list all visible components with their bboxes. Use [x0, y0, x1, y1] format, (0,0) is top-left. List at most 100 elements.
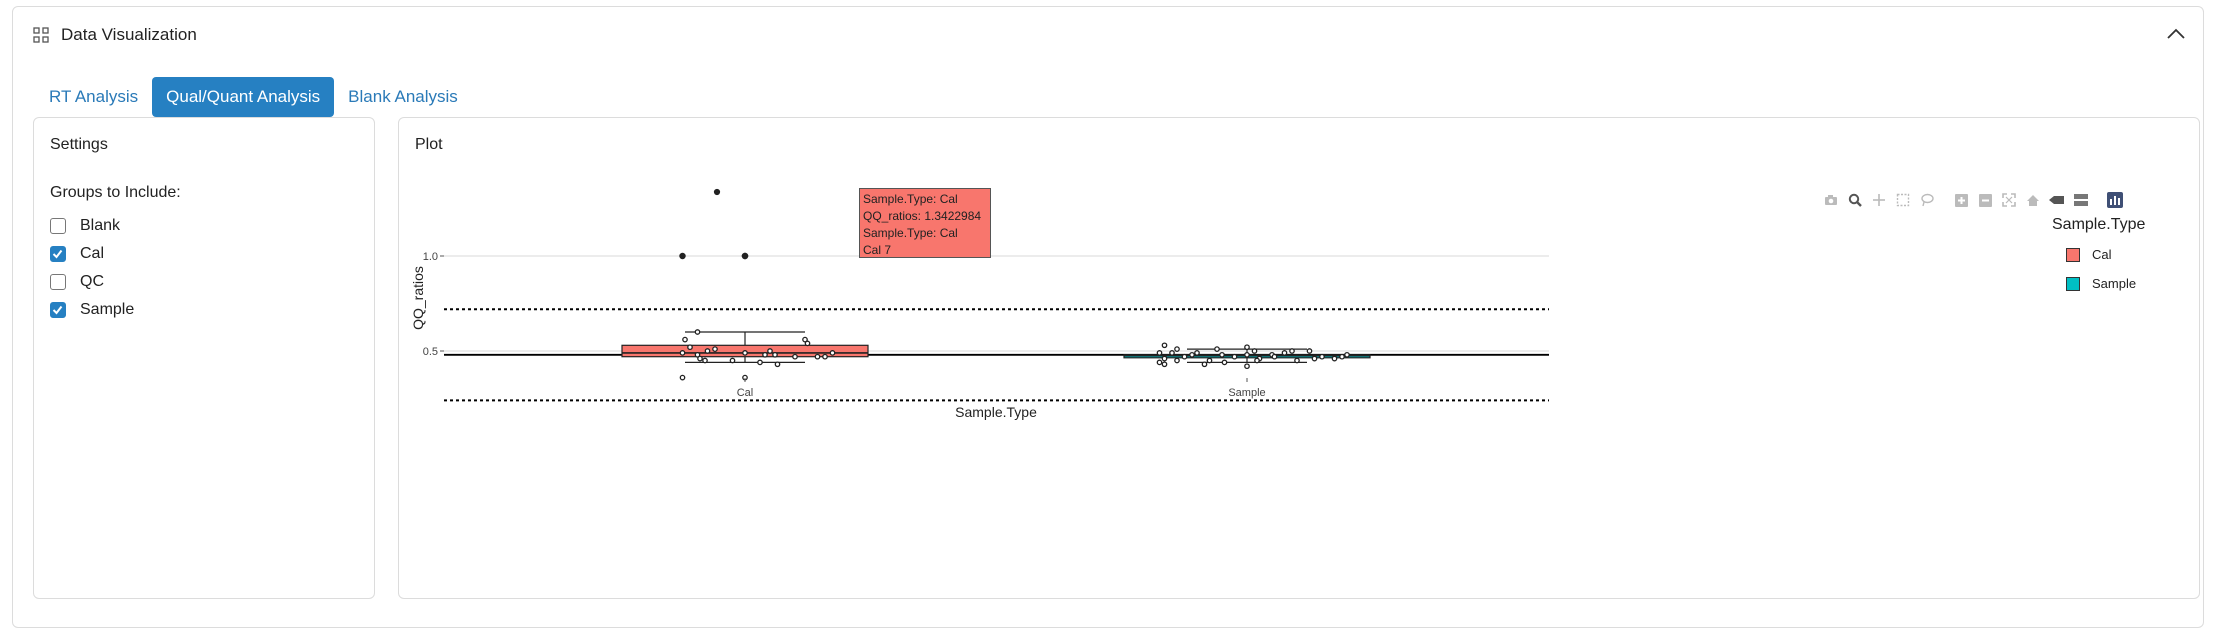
group-item-blank[interactable]: Blank: [50, 212, 134, 240]
data-point: [772, 351, 778, 358]
x-tick-label: Cal: [737, 387, 754, 399]
data-point: [792, 353, 798, 360]
settings-title: Settings: [50, 136, 108, 153]
data-point: [682, 336, 688, 343]
data-point: [1189, 351, 1195, 358]
legend-swatch: [2066, 247, 2080, 262]
data-point: [1206, 357, 1213, 364]
data-point: [1311, 355, 1318, 362]
data-point: [829, 350, 836, 356]
plot-panel: Plot 0.5 1.0 Cal Sample Sample.Type QQ_ratios…: [398, 117, 2200, 599]
card-title: Data Visualization: [61, 25, 197, 44]
data-point: [1344, 351, 1350, 358]
group-label: Blank: [80, 217, 121, 234]
hover-tooltip: Sample.Type: Cal QQ_ratios: 1.3422984 Sa…: [859, 188, 991, 258]
plot-modebar: [1821, 190, 2125, 210]
data-point: [1161, 361, 1168, 368]
data-point: [1244, 344, 1250, 351]
check-icon: [52, 305, 63, 315]
data-point: [1254, 357, 1260, 364]
autoscale-icon[interactable]: [1999, 190, 2019, 210]
plot-legend: Sample.Type Cal Sample: [2052, 216, 2145, 298]
data-point: [1161, 342, 1168, 349]
data-point: [822, 353, 828, 360]
checkbox[interactable]: [50, 218, 66, 234]
modebar-spacer: [1941, 190, 1947, 210]
data-point: [814, 353, 821, 360]
data-point: [774, 361, 781, 368]
data-visualization-card: Data Visualization RT Analysis Qual/Quan…: [12, 6, 2204, 628]
tooltip-line: Cal 7: [863, 243, 892, 257]
checkbox[interactable]: [50, 274, 66, 290]
tab-rt-analysis[interactable]: RT Analysis: [49, 87, 139, 106]
data-point: [679, 374, 686, 381]
camera-icon[interactable]: [1821, 190, 1841, 210]
tooltip-line: Sample.Type: Cal: [863, 192, 958, 206]
legend-item-sample[interactable]: Sample: [2052, 269, 2145, 298]
legend-item-cal[interactable]: Cal: [2052, 240, 2145, 269]
data-point: [804, 340, 811, 347]
chevron-up-icon[interactable]: [2165, 25, 2187, 43]
data-point: [767, 348, 773, 354]
zoom-icon[interactable]: [1845, 190, 1865, 210]
data-point: [712, 346, 718, 352]
data-point: [762, 351, 768, 358]
groups-label: Groups to Include:: [50, 184, 181, 201]
data-point: [1244, 351, 1250, 358]
data-point: [679, 350, 686, 356]
data-point: [802, 336, 808, 343]
data-point: [741, 252, 749, 260]
legend-label: Sample: [2092, 276, 2137, 291]
group-label: QC: [80, 273, 104, 290]
zoom-out-icon[interactable]: [1975, 190, 1995, 210]
y-tick-label: 1.0: [423, 251, 438, 263]
grid-icon: [33, 27, 49, 43]
data-point: [694, 351, 701, 358]
box-plot[interactable]: 0.5 1.0 Cal Sample Sample.Type QQ_ratios: [399, 118, 2199, 598]
box-select-icon[interactable]: [1893, 190, 1913, 210]
hovered-data-point: [713, 188, 721, 196]
tab-qual-quant-analysis[interactable]: Qual/Quant Analysis: [152, 77, 335, 117]
card-header[interactable]: Data Visualization: [13, 7, 2203, 61]
legend-title: Sample.Type: [2052, 216, 2146, 233]
plot-title: Plot: [415, 136, 443, 153]
data-point: [1181, 353, 1188, 360]
data-point: [1294, 357, 1300, 364]
data-point: [702, 357, 708, 364]
data-point: [1281, 350, 1288, 356]
plotly-logo-icon[interactable]: [2105, 190, 2125, 210]
data-point: [1319, 353, 1325, 360]
data-point: [704, 348, 711, 354]
group-item-cal[interactable]: Cal: [50, 240, 134, 268]
data-point: [757, 359, 763, 366]
pan-icon[interactable]: [1869, 190, 1889, 210]
checkbox-checked[interactable]: [50, 246, 66, 262]
y-axis-title: QQ_ratios: [410, 266, 426, 330]
legend-swatch: [2066, 276, 2080, 291]
data-point: [1271, 353, 1278, 360]
analysis-tabs: RT Analysis Qual/Quant Analysis Blank An…: [35, 77, 472, 117]
group-item-qc[interactable]: QC: [50, 268, 134, 296]
hover-closest-icon[interactable]: [2047, 190, 2067, 210]
data-point: [729, 357, 736, 364]
checkbox-checked[interactable]: [50, 302, 66, 318]
data-point: [694, 329, 701, 335]
zoom-in-icon[interactable]: [1951, 190, 1971, 210]
lasso-icon[interactable]: [1917, 190, 1937, 210]
modebar-spacer: [2095, 190, 2101, 210]
data-point: [1214, 346, 1220, 352]
data-point: [1339, 353, 1345, 360]
x-tick-label: Sample: [1228, 387, 1265, 399]
data-point: [1231, 353, 1238, 360]
group-checkbox-list: Blank Cal QC Sample: [50, 212, 134, 324]
hover-compare-icon[interactable]: [2071, 190, 2091, 210]
tab-blank-analysis[interactable]: Blank Analysis: [348, 87, 458, 106]
data-point: [1219, 351, 1225, 358]
home-icon[interactable]: [2023, 190, 2043, 210]
group-label: Sample: [80, 301, 135, 318]
data-point: [1306, 348, 1313, 354]
data-point: [679, 252, 686, 260]
data-point: [1289, 348, 1295, 354]
x-axis-title: Sample.Type: [955, 404, 1037, 420]
group-item-sample[interactable]: Sample: [50, 296, 134, 324]
